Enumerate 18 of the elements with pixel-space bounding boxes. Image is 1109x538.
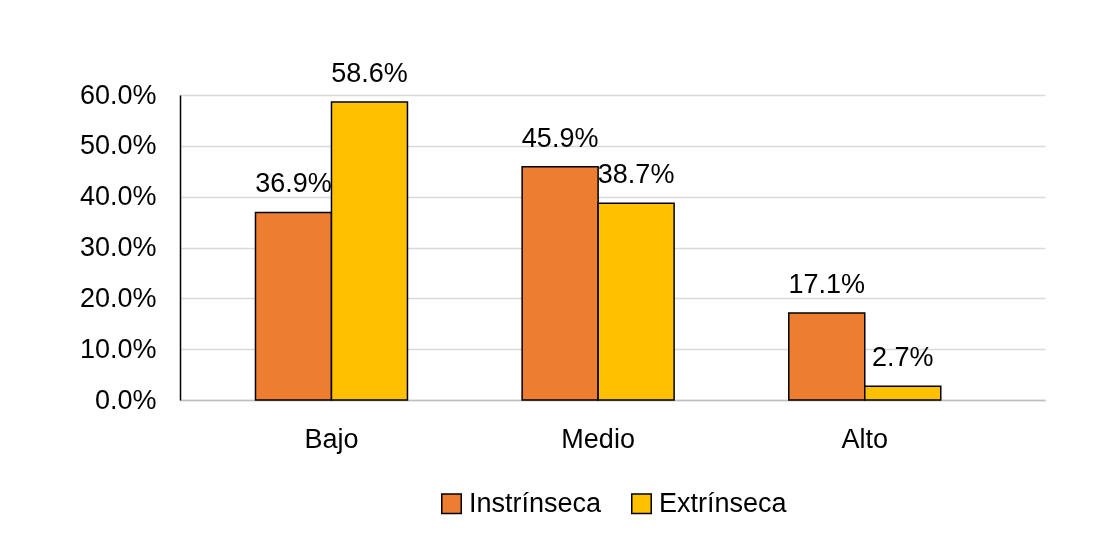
data-label: 17.1% [788, 269, 866, 300]
y-tick-label: 40.0% [79, 181, 157, 212]
legend-label: Instrínseca [469, 487, 603, 518]
y-tick-label: 60.0% [79, 79, 157, 110]
y-tick-label: 20.0% [79, 282, 157, 313]
data-label: 2.7% [871, 342, 934, 373]
x-tick-label: Bajo [304, 423, 359, 454]
x-tick-label: Medio [561, 423, 635, 454]
y-tick-label: 30.0% [79, 232, 157, 262]
data-label: 58.6% [331, 58, 408, 89]
y-tick-label: 10.0% [79, 333, 157, 364]
data-label: 45.9% [521, 122, 599, 153]
y-tick-label: 50.0% [79, 130, 157, 161]
data-label: 36.9% [255, 168, 332, 199]
y-tick-label: 0.0% [94, 384, 157, 415]
x-tick-label: Alto [841, 423, 889, 454]
legend-label: Extrínseca [659, 487, 788, 518]
data-label: 38.7% [597, 159, 675, 190]
